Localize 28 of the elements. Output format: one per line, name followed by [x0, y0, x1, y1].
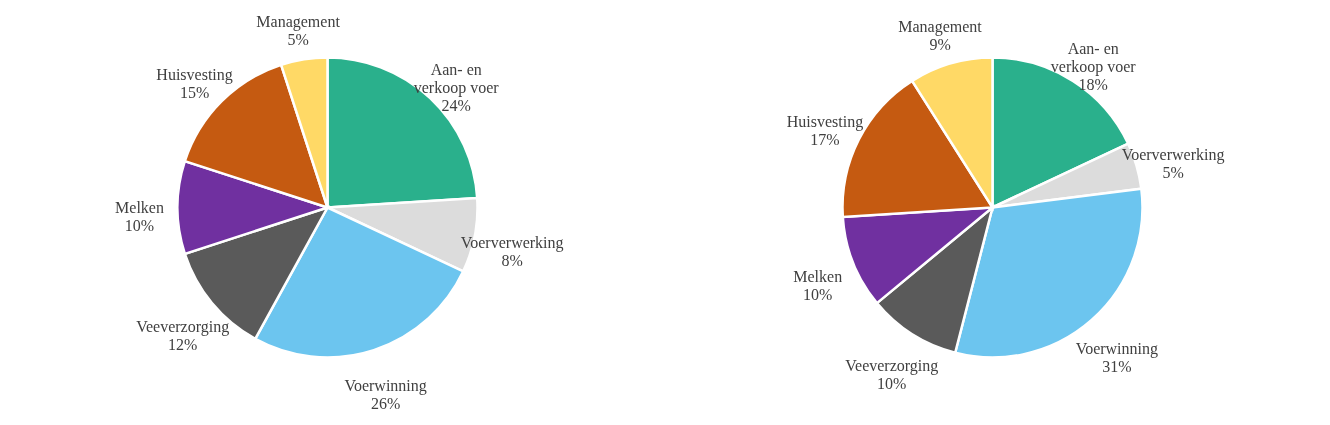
- data-label: 8%: [501, 251, 523, 269]
- slice-label: Voerwinning: [344, 377, 427, 396]
- data-label: 5%: [1162, 164, 1184, 182]
- slice-label: Voerverwerking: [460, 233, 564, 252]
- data-label: 9%: [929, 35, 951, 53]
- slice-label: Melken: [793, 267, 843, 285]
- slice-label: Aan- en verkoop voer: [1050, 39, 1137, 76]
- slice-label: Huisvesting: [156, 65, 233, 84]
- slice-label: Veeverzorging: [136, 318, 230, 337]
- data-label: 15%: [179, 83, 210, 101]
- data-label: 10%: [124, 216, 155, 234]
- data-label: 12%: [167, 336, 198, 354]
- slice-label: Melken: [115, 198, 164, 216]
- data-label: 10%: [803, 285, 833, 303]
- data-label: 24%: [441, 97, 471, 115]
- data-label: 10%: [877, 375, 907, 393]
- data-label: 18%: [1078, 75, 1108, 93]
- data-label: 26%: [370, 395, 401, 413]
- data-label: 17%: [810, 131, 840, 149]
- data-label: 31%: [1102, 357, 1132, 375]
- slice-label: Management: [898, 17, 983, 36]
- slice-label: Aan- en verkoop voer: [413, 61, 500, 98]
- slice-label: Veeverzorging: [845, 357, 939, 376]
- slice-label: Huisvesting: [786, 113, 864, 132]
- data-label: 5%: [287, 30, 309, 48]
- slice-label: Voerwinning: [1075, 339, 1159, 358]
- slice-label: Management: [256, 12, 341, 31]
- slice-label: Voerverwerking: [1121, 146, 1225, 165]
